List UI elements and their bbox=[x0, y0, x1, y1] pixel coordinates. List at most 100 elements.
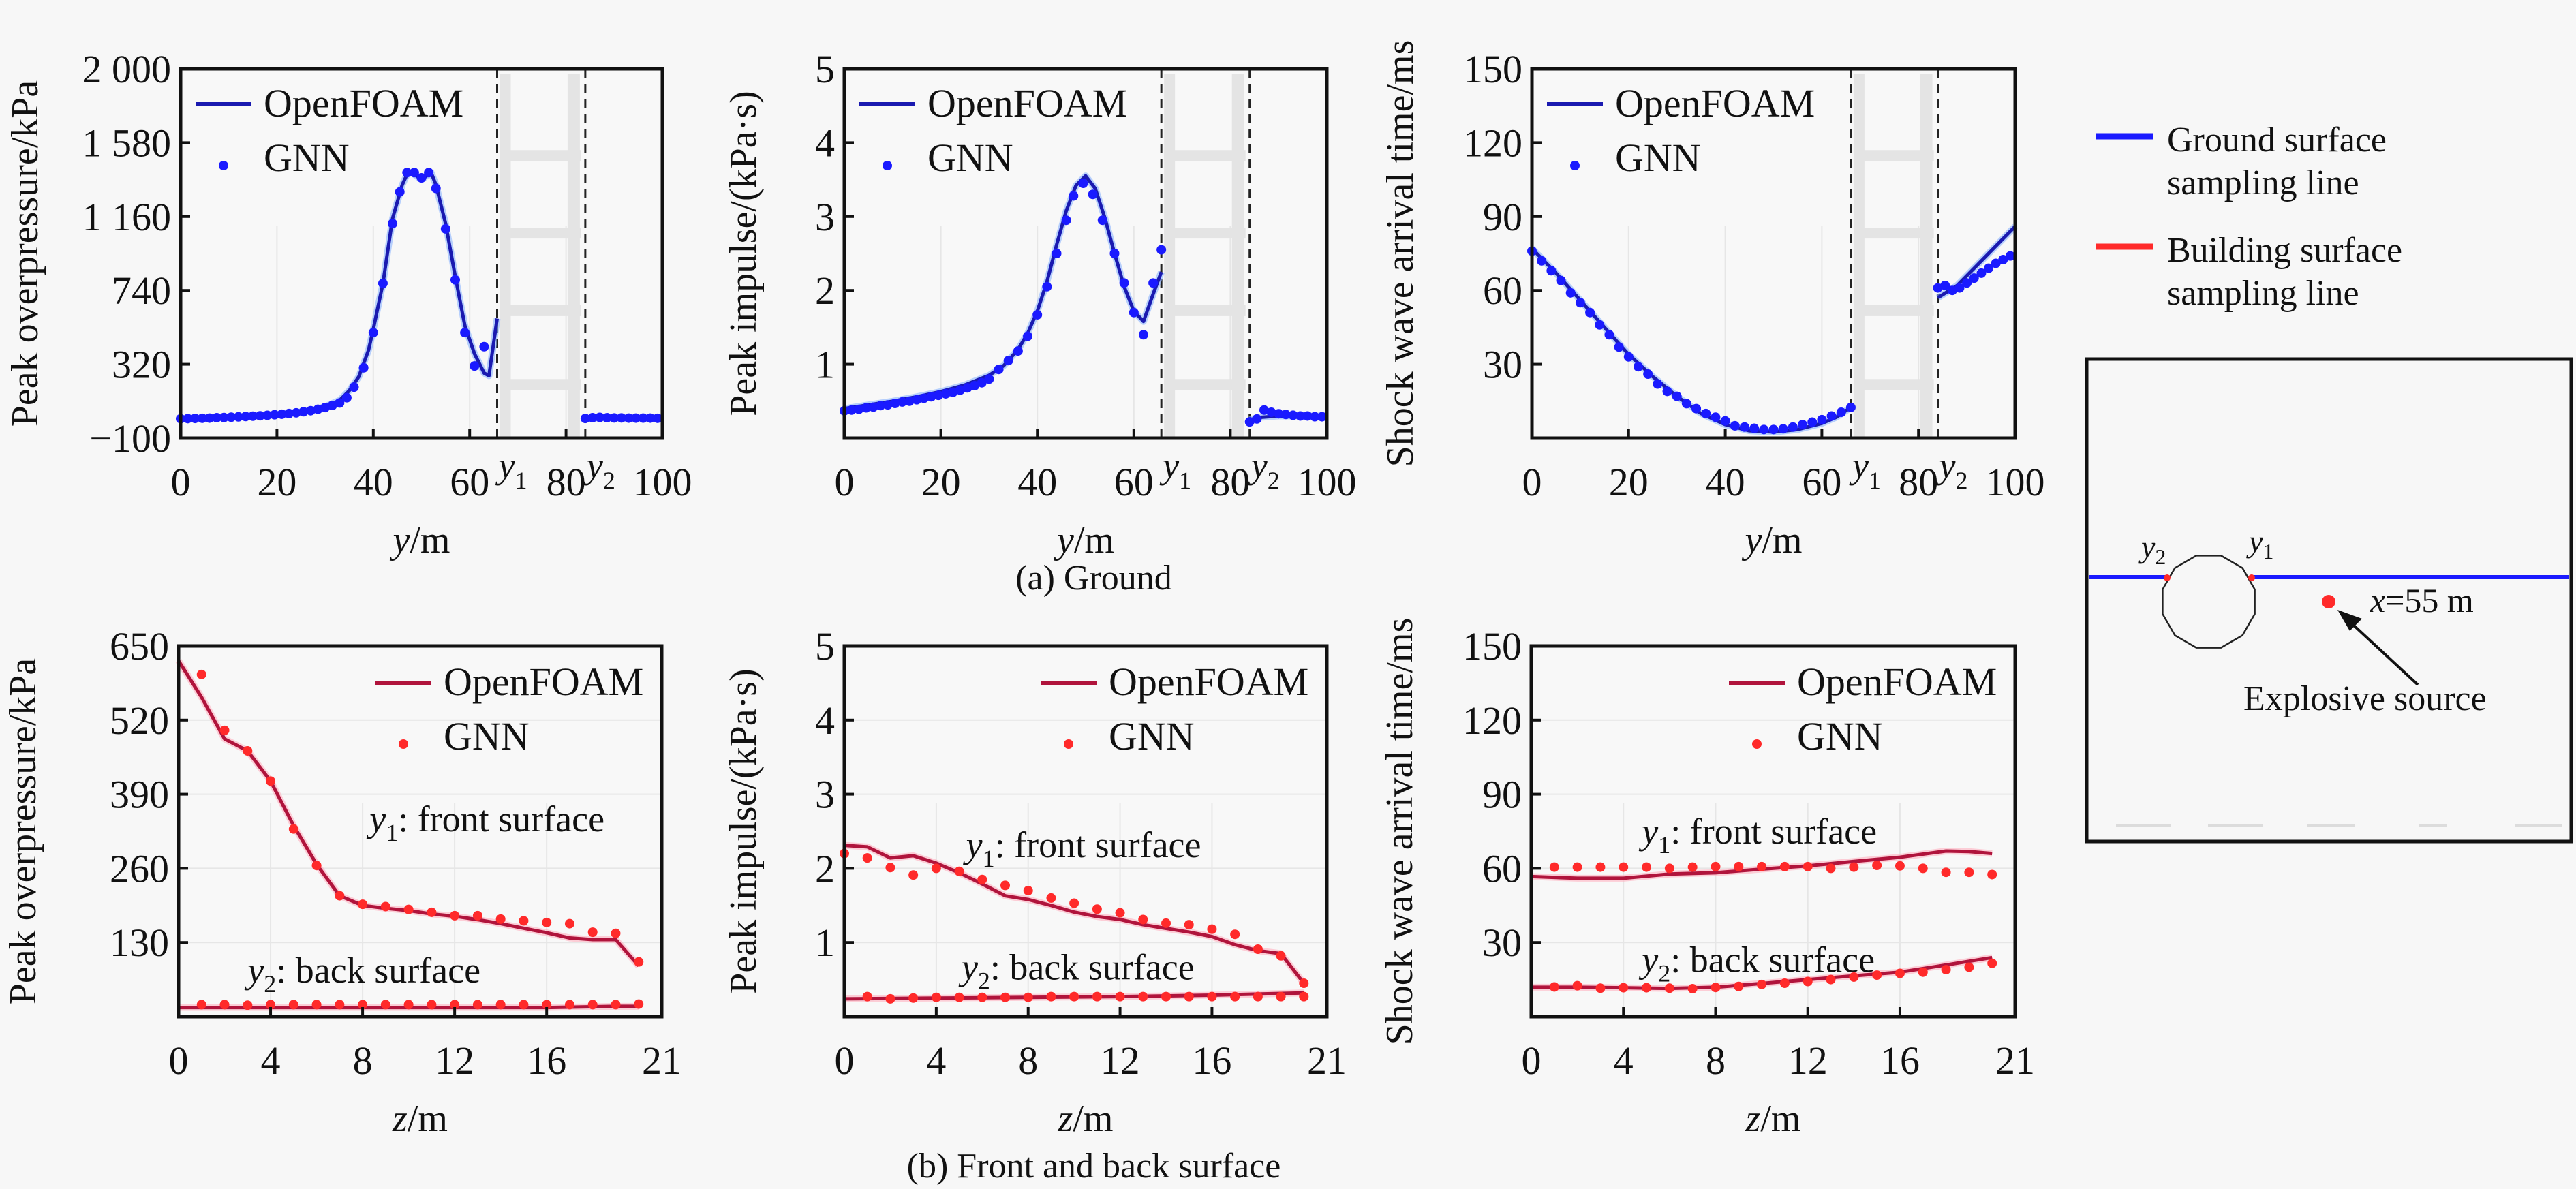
data-point bbox=[934, 390, 944, 401]
data-point bbox=[378, 278, 388, 288]
plot-area bbox=[1531, 646, 2015, 1017]
data-point bbox=[1046, 991, 1056, 1002]
data-point bbox=[634, 957, 644, 967]
data-point bbox=[196, 1000, 206, 1010]
data-point bbox=[1691, 403, 1702, 414]
data-point bbox=[226, 412, 236, 422]
building-region-bar bbox=[500, 150, 581, 161]
building-region-bar bbox=[1853, 379, 1934, 390]
y-tick-label: 320 bbox=[112, 343, 171, 387]
y-tick-label: 60 bbox=[1483, 268, 1522, 313]
data-point bbox=[611, 1000, 621, 1010]
data-point bbox=[1778, 424, 1788, 434]
data-point bbox=[1302, 411, 1313, 421]
x-tick-label: 100 bbox=[1298, 460, 1357, 504]
axes-frame bbox=[842, 67, 1329, 440]
data-point bbox=[904, 396, 915, 406]
data-point bbox=[1633, 362, 1643, 372]
data-point bbox=[1032, 309, 1043, 320]
y-tick-label: 1 bbox=[815, 921, 835, 965]
data-point bbox=[450, 1000, 460, 1010]
legend: OpenFOAM GNN bbox=[859, 81, 1127, 180]
data-point bbox=[1184, 991, 1194, 1002]
legend-dot-swatch bbox=[1064, 739, 1073, 749]
data-point bbox=[1156, 245, 1167, 255]
plot-area bbox=[179, 646, 662, 1017]
data-point bbox=[305, 405, 316, 416]
data-point bbox=[402, 168, 412, 178]
legend-dot-swatch bbox=[1752, 739, 1762, 749]
data-point bbox=[288, 824, 298, 834]
data-point bbox=[395, 187, 405, 197]
building-region-bar bbox=[500, 379, 581, 390]
y-tick-label: 260 bbox=[110, 846, 169, 891]
data-point bbox=[1817, 414, 1827, 424]
data-point bbox=[1768, 424, 1779, 435]
data-point bbox=[1687, 984, 1698, 994]
data-point bbox=[1207, 991, 1217, 1002]
data-point bbox=[1933, 283, 1943, 293]
data-point bbox=[460, 328, 470, 338]
data-point bbox=[183, 414, 193, 424]
annotation-front-surface: y1: front surface bbox=[366, 799, 604, 846]
data-point bbox=[358, 362, 369, 373]
data-point bbox=[1274, 409, 1284, 419]
x-tick-label: 20 bbox=[1609, 460, 1649, 504]
data-point bbox=[908, 993, 919, 1003]
data-point bbox=[1962, 278, 1972, 288]
data-point bbox=[212, 413, 222, 423]
data-point bbox=[977, 377, 987, 388]
data-point bbox=[1757, 979, 1767, 989]
x-tick-label: 80 bbox=[1210, 460, 1250, 504]
data-point bbox=[1779, 861, 1790, 871]
data-point bbox=[1042, 281, 1052, 292]
data-point bbox=[1295, 411, 1306, 421]
data-point bbox=[645, 413, 656, 423]
data-point bbox=[1643, 369, 1653, 380]
data-point bbox=[1310, 412, 1320, 422]
data-point bbox=[277, 409, 287, 419]
building-region-bar bbox=[1853, 150, 1934, 161]
x-tick-label: 4 bbox=[926, 1038, 946, 1083]
data-point bbox=[1849, 972, 1859, 982]
building-outline bbox=[2162, 555, 2256, 649]
data-point bbox=[311, 861, 322, 871]
data-point bbox=[542, 1000, 552, 1010]
data-point bbox=[219, 1000, 230, 1010]
data-point bbox=[335, 398, 345, 408]
data-point bbox=[595, 412, 605, 422]
data-point bbox=[1779, 978, 1790, 989]
x-tick-label: 80 bbox=[547, 460, 586, 504]
data-point bbox=[977, 874, 987, 884]
x-tick-label: 16 bbox=[527, 1038, 566, 1083]
data-point bbox=[409, 168, 419, 178]
data-point bbox=[1757, 861, 1767, 871]
annotation-front-surface: y1: front surface bbox=[963, 824, 1201, 872]
data-point bbox=[652, 413, 662, 423]
data-point bbox=[1097, 215, 1107, 226]
data-point bbox=[368, 328, 378, 338]
data-point bbox=[638, 413, 648, 423]
y-tick-label: 4 bbox=[815, 698, 835, 743]
data-point bbox=[1918, 863, 1928, 874]
legend-label-gnn: GNN bbox=[264, 136, 350, 180]
data-point bbox=[1161, 918, 1171, 928]
data-point bbox=[335, 1000, 345, 1010]
data-point bbox=[388, 219, 398, 229]
data-point bbox=[313, 404, 323, 414]
data-point bbox=[1595, 983, 1606, 993]
data-point bbox=[897, 397, 907, 407]
data-point bbox=[1161, 991, 1171, 1002]
marker-label-y2: y2 bbox=[583, 445, 615, 494]
x-tick-label: 40 bbox=[1706, 460, 1745, 504]
y-tick-label: 120 bbox=[1463, 121, 1522, 165]
data-point bbox=[1148, 278, 1159, 288]
legend-building-label-1: Building surface bbox=[2167, 231, 2402, 270]
y-tick-label: 90 bbox=[1482, 773, 1522, 817]
data-point bbox=[1872, 861, 1882, 871]
data-point bbox=[380, 901, 390, 912]
legend: OpenFOAM GNN bbox=[1547, 81, 1815, 180]
data-point bbox=[1052, 249, 1062, 258]
data-point bbox=[1184, 920, 1194, 930]
annotation-back-surface: y2: back surface bbox=[958, 947, 1195, 995]
